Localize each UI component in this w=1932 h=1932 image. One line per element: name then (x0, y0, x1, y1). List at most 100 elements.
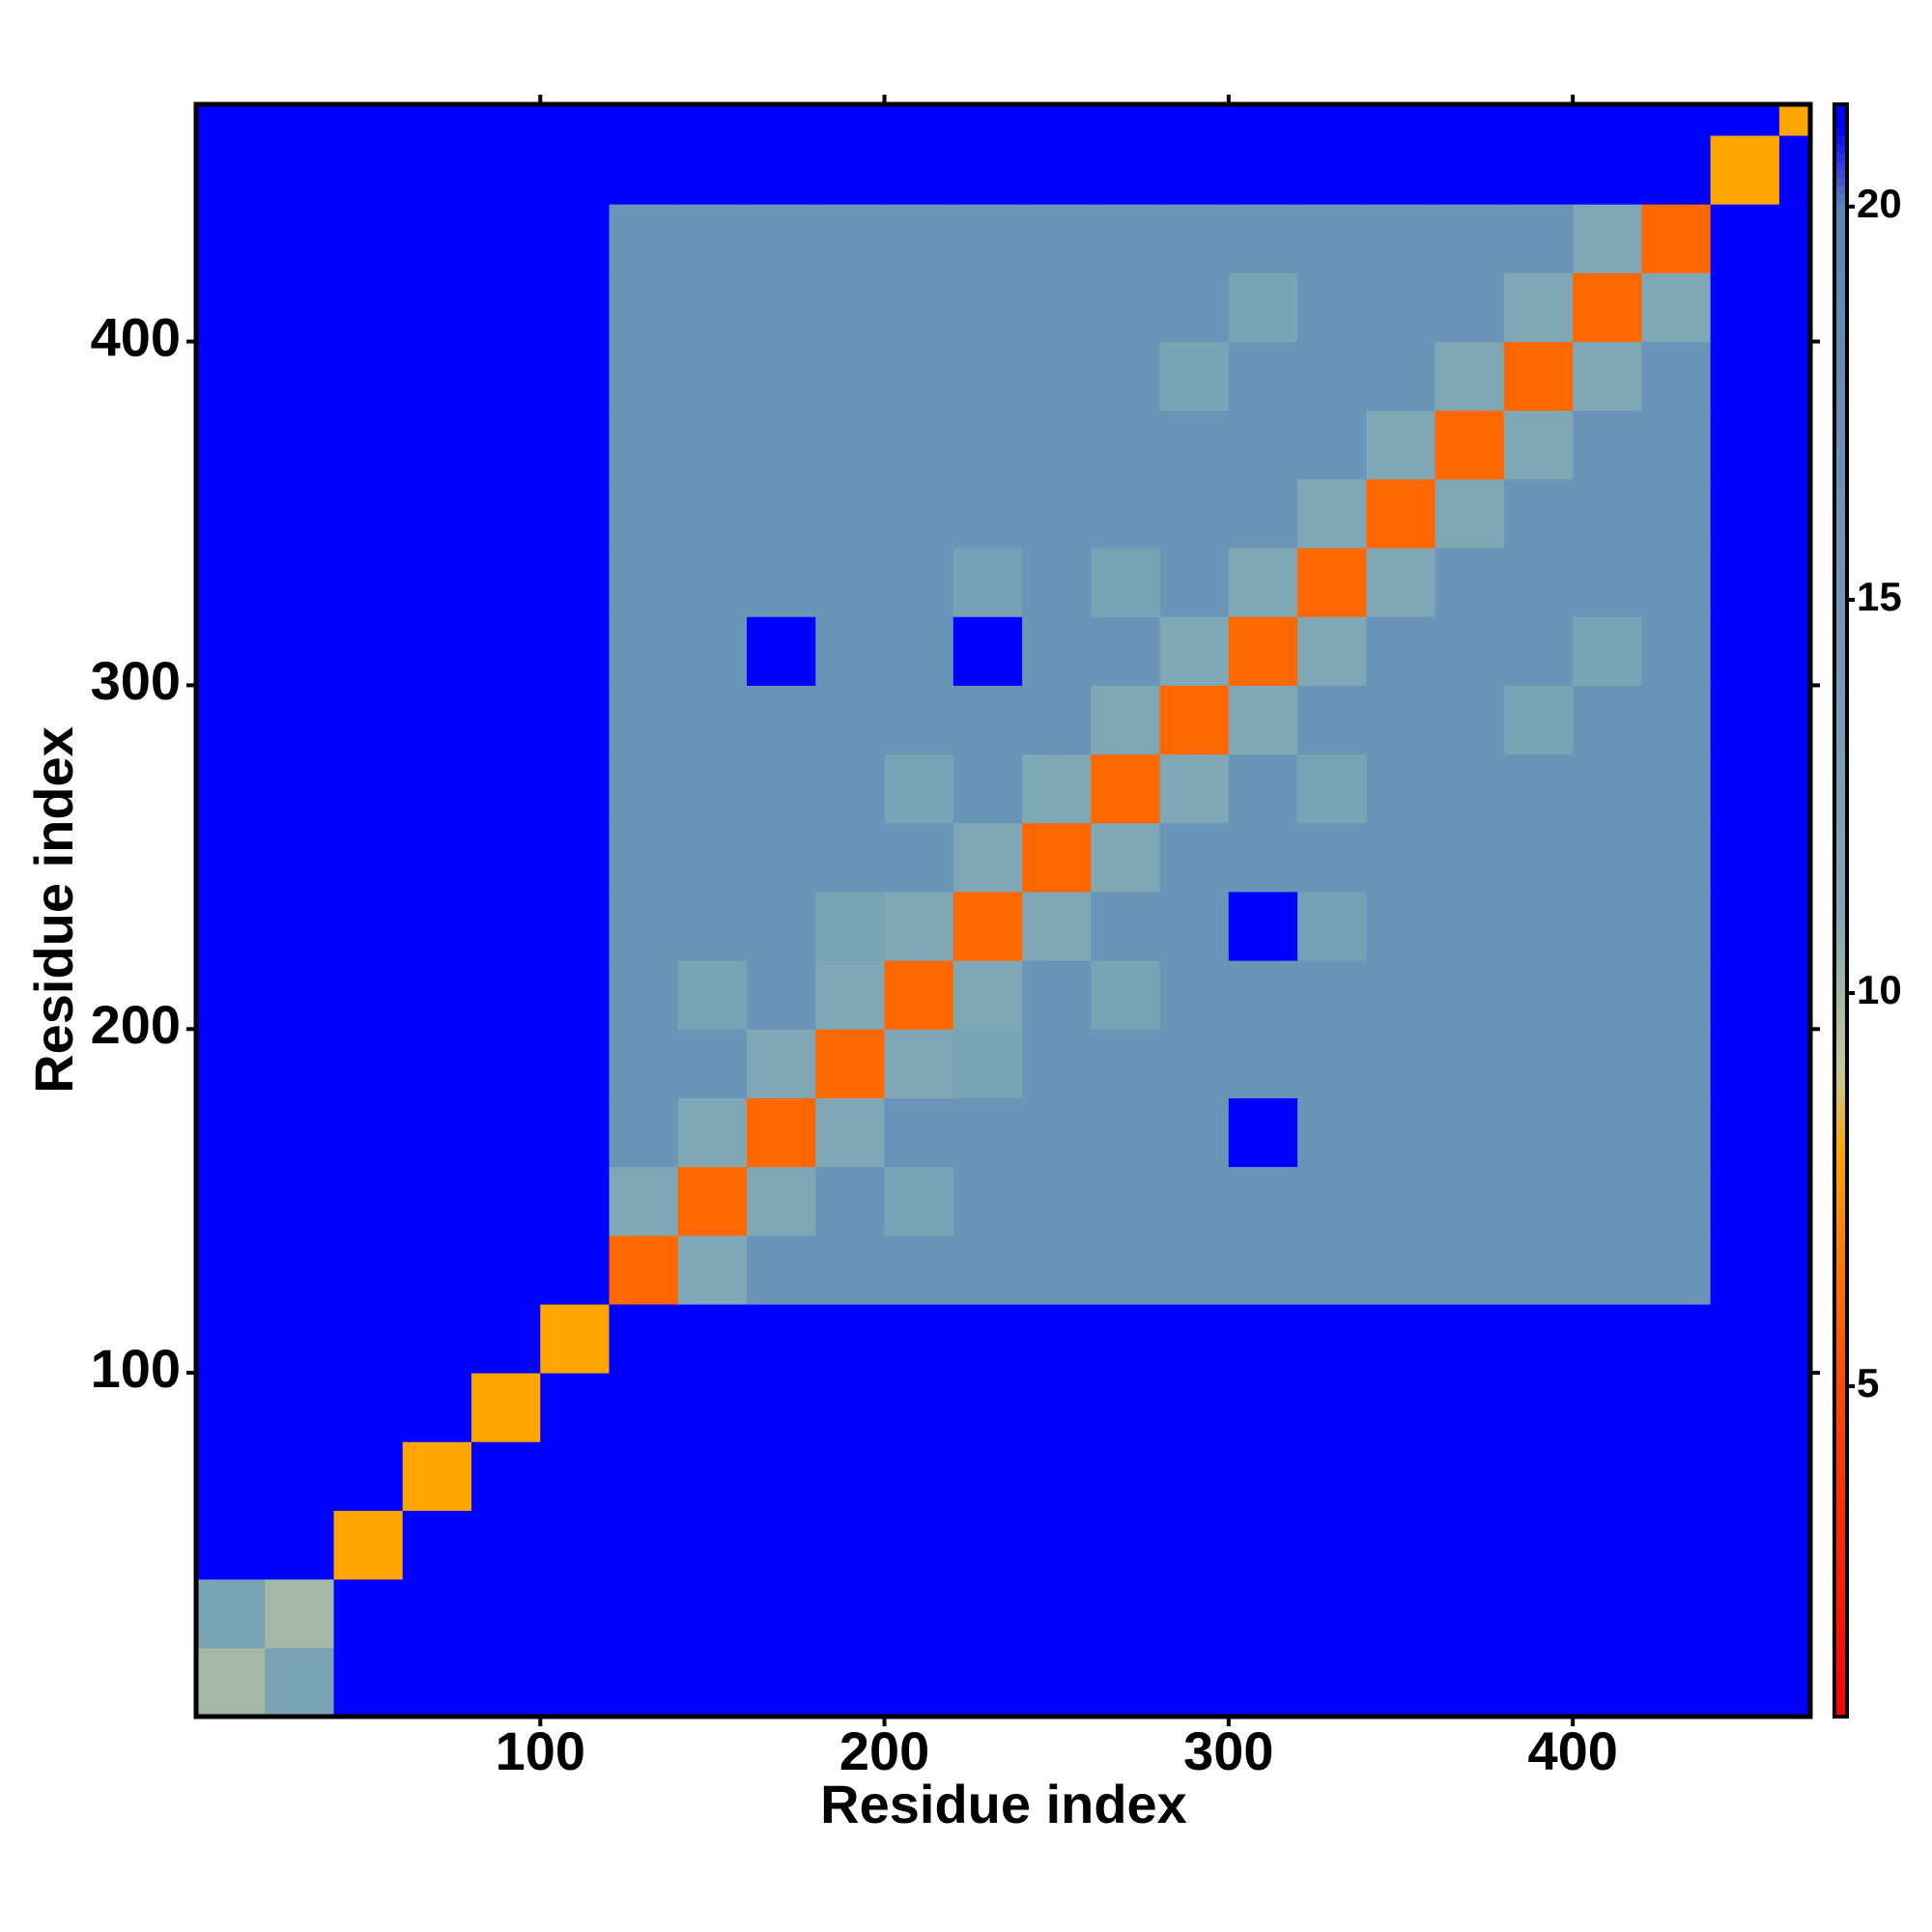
heatmap-cell (540, 410, 611, 480)
heatmap-cell (609, 1647, 679, 1718)
heatmap-cell (333, 135, 404, 205)
heatmap-cell (1710, 478, 1780, 549)
heatmap-cell (609, 1510, 679, 1580)
heatmap-cell (1091, 822, 1161, 893)
heatmap-cell (1022, 548, 1092, 617)
colorbar-segment (1834, 1507, 1847, 1516)
heatmap-cell (815, 135, 886, 205)
heatmap-cell (609, 1097, 679, 1168)
heatmap-cell (1159, 1235, 1230, 1305)
heatmap-cell (952, 548, 1023, 617)
colorbar-segment (1834, 1088, 1847, 1096)
colorbar-segment (1834, 1482, 1847, 1492)
colorbar-segment (1834, 951, 1847, 960)
colorbar-segment (1834, 684, 1847, 694)
heatmap-cell (1641, 341, 1712, 412)
heatmap-cell (1435, 1166, 1505, 1236)
heatmap-cell (677, 1647, 748, 1718)
heatmap-cell (471, 1235, 541, 1305)
heatmap-cell (540, 685, 611, 755)
heatmap-cell (265, 685, 335, 755)
colorbar-segment (1834, 153, 1847, 161)
heatmap-cell (609, 1166, 679, 1236)
colorbar-segment (1834, 233, 1847, 242)
heatmap-cell (540, 1166, 611, 1236)
heatmap-cell (1022, 341, 1092, 412)
heatmap-cell (1022, 1578, 1092, 1649)
colorbar-segment (1834, 580, 1847, 589)
colorbar-segment (1834, 225, 1847, 235)
heatmap-cell (1435, 1097, 1505, 1168)
heatmap-cell (1435, 616, 1505, 686)
colorbar-segment (1834, 209, 1847, 218)
heatmap-cell (265, 478, 335, 549)
heatmap-cell (1503, 548, 1574, 617)
colorbar-tick-label: 10 (1857, 967, 1902, 1012)
heatmap-cell (1228, 1647, 1298, 1718)
heatmap-cell (471, 548, 541, 617)
colorbar-segment (1834, 241, 1847, 250)
heatmap-cell (1641, 1647, 1712, 1718)
heatmap-cell (1778, 960, 1811, 1030)
heatmap-cell (1573, 104, 1642, 136)
colorbar-segment (1834, 1442, 1847, 1452)
heatmap-cell (1228, 548, 1298, 617)
heatmap-cell (884, 616, 954, 686)
heatmap-cell (1091, 1235, 1161, 1305)
heatmap-cell (1297, 1510, 1367, 1580)
heatmap-cell (677, 1235, 748, 1305)
heatmap-cell (1778, 891, 1811, 961)
heatmap-cell (1573, 685, 1642, 755)
heatmap-cell (1159, 1647, 1230, 1718)
heatmap-cell (1366, 1029, 1436, 1098)
heatmap-cell (952, 1578, 1023, 1649)
heatmap-cell (1435, 960, 1505, 1030)
colorbar-segment (1834, 354, 1847, 363)
colorbar-segment (1834, 507, 1847, 517)
colorbar-segment (1834, 418, 1847, 428)
colorbar-segment (1834, 435, 1847, 443)
heatmap-cell (1297, 1097, 1367, 1168)
colorbar-segment (1834, 1361, 1847, 1371)
heatmap-cell (1228, 960, 1298, 1030)
heatmap-cell (1778, 341, 1811, 412)
heatmap-cell (1022, 1373, 1092, 1442)
colorbar-segment (1834, 491, 1847, 500)
heatmap-cell (884, 960, 954, 1030)
heatmap-cell (1435, 272, 1505, 343)
heatmap-cell (265, 410, 335, 480)
heatmap-cell (815, 1647, 886, 1718)
heatmap-cell (265, 753, 335, 824)
heatmap-cell (471, 410, 541, 480)
y-tick-label: 300 (91, 650, 181, 711)
heatmap-cell (1503, 822, 1574, 893)
heatmap-cell (265, 135, 335, 205)
heatmap-cell (265, 548, 335, 617)
heatmap-cell (1435, 1647, 1505, 1718)
heatmap-cell (952, 272, 1023, 343)
colorbar-segment (1834, 305, 1847, 315)
heatmap-cell (815, 478, 886, 549)
heatmap-cell (196, 822, 266, 893)
heatmap-cell (1159, 1441, 1230, 1511)
heatmap-cell (1022, 1510, 1092, 1580)
colorbar-segment (1834, 1628, 1847, 1637)
heatmap-cell (609, 1373, 679, 1442)
colorbar-segment (1834, 660, 1847, 669)
heatmap-cell (333, 548, 404, 617)
heatmap-cell (196, 548, 266, 617)
heatmap-cell (402, 1441, 472, 1511)
colorbar-segment (1834, 773, 1847, 782)
heatmap-cell (540, 1373, 611, 1442)
heatmap-cell (196, 1303, 266, 1374)
heatmap-cell (471, 104, 541, 136)
colorbar-segment (1834, 1103, 1847, 1113)
colorbar-segment (1834, 185, 1847, 194)
heatmap-cell (471, 135, 541, 205)
colorbar-segment (1834, 628, 1847, 638)
colorbar-tick-label: 5 (1857, 1360, 1879, 1406)
heatmap-cell (1573, 1097, 1642, 1168)
heatmap-cell (884, 1097, 954, 1168)
heatmap-cell (1503, 104, 1574, 136)
colorbar-segment (1834, 1216, 1847, 1226)
